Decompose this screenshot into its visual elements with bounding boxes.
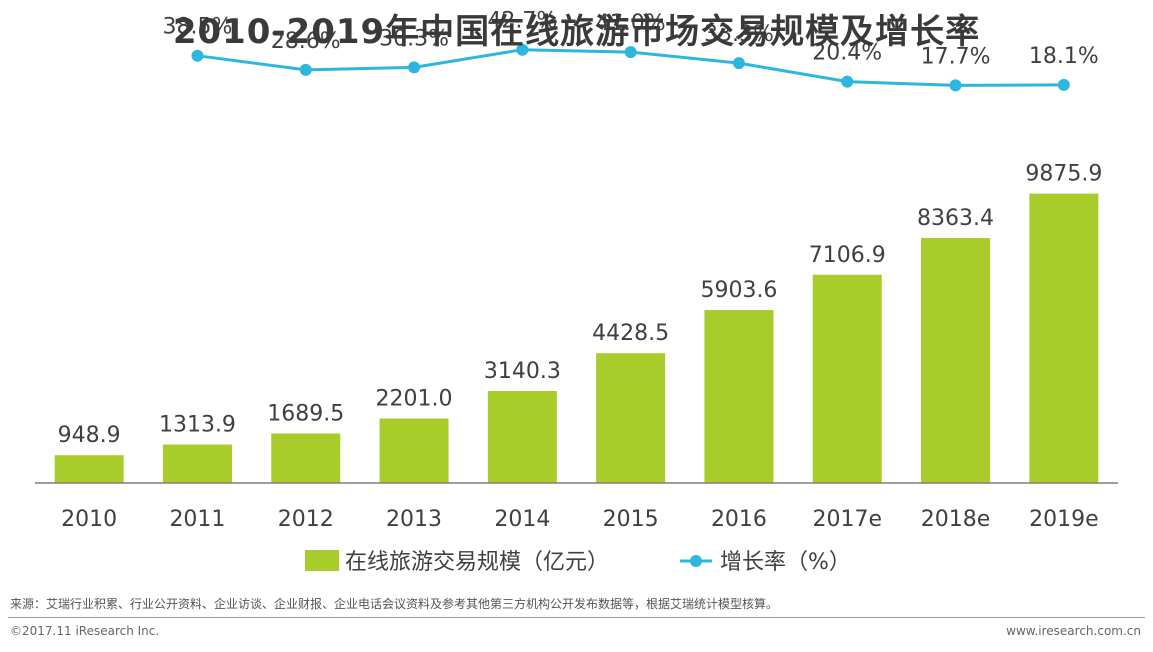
growth-label-2019e: 18.1% <box>1029 44 1099 69</box>
growth-label-2011: 38.5% <box>163 15 233 40</box>
chart-title: 2010-2019年中国在线旅游市场交易规模及增长率 <box>172 12 981 52</box>
growth-label-2015: 41.0% <box>596 11 666 36</box>
copyright: ©2017.11 iResearch Inc. <box>10 624 160 638</box>
bar-label-2019e: 9875.9 <box>1025 162 1102 187</box>
growth-point-2017e <box>841 75 854 88</box>
bar-2013 <box>379 418 449 483</box>
bar-2010 <box>54 455 124 483</box>
growth-label-2012: 28.6% <box>271 29 341 54</box>
footer-divider <box>8 617 1145 618</box>
x-tick-2015: 2015 <box>603 507 659 532</box>
x-tick-2011: 2011 <box>169 507 225 532</box>
bar-label-2014: 3140.3 <box>484 359 561 384</box>
legend-line-label: 增长率（%） <box>720 550 851 575</box>
bar-2014 <box>487 390 557 483</box>
growth-point-2015 <box>624 46 637 59</box>
growth-label-2018e: 17.7% <box>921 44 991 69</box>
bar-2015 <box>596 353 666 483</box>
bar-label-2011: 1313.9 <box>159 413 236 438</box>
growth-point-2014 <box>516 43 529 56</box>
source-note: 来源：艾瑞行业积累、行业公开资料、企业访谈、企业财报、企业电话会议资料及参考其他… <box>10 597 779 611</box>
growth-point-2016 <box>732 57 745 70</box>
x-tick-2019e: 2019e <box>1029 507 1099 532</box>
x-tick-2013: 2013 <box>386 507 442 532</box>
legend-line-marker <box>690 555 702 567</box>
bar-2012 <box>271 433 341 483</box>
x-tick-2012: 2012 <box>278 507 334 532</box>
x-tick-2014: 2014 <box>494 507 550 532</box>
bar-label-2013: 2201.0 <box>376 387 453 412</box>
growth-label-2017e: 20.4% <box>812 41 882 66</box>
bar-2018e <box>921 237 991 483</box>
bar-label-2018e: 8363.4 <box>917 206 994 231</box>
growth-point-2013 <box>408 61 421 74</box>
growth-point-2011 <box>191 49 204 62</box>
growth-point-2019e <box>1057 78 1070 91</box>
x-tick-2016: 2016 <box>711 507 767 532</box>
bar-2019e <box>1029 193 1099 484</box>
x-tick-2010: 2010 <box>61 507 117 532</box>
bar-labels-layer: 948.9 1313.9 1689.5 2201.0 3140.3 4428.5 5903.… <box>58 162 1103 449</box>
growth-label-2013: 30.3% <box>379 26 449 51</box>
growth-points-layer <box>191 43 1070 92</box>
bar-label-2016: 5903.6 <box>700 278 777 303</box>
bar-2011 <box>162 444 232 483</box>
bar-2016 <box>704 310 774 483</box>
growth-labels-layer: 38.5% 28.6% 30.3% 42.7% 41.0% 33.3% 20.4% 17.7%… <box>163 9 1099 70</box>
growth-point-2018e <box>949 79 962 92</box>
bar-label-2010: 948.9 <box>58 423 121 448</box>
growth-label-2016: 33.3% <box>704 22 774 47</box>
bar-label-2017e: 7106.9 <box>809 243 886 268</box>
legend-bar-label: 在线旅游交易规模（亿元） <box>345 550 609 575</box>
legend-bar-swatch <box>305 550 339 571</box>
growth-point-2012 <box>299 63 312 76</box>
x-tick-2018e: 2018e <box>921 507 991 532</box>
x-tick-2017e: 2017e <box>812 507 882 532</box>
legend: 在线旅游交易规模（亿元） 增长率（%） <box>305 550 851 575</box>
bar-label-2015: 4428.5 <box>592 321 669 346</box>
bar-label-2012: 1689.5 <box>267 401 344 426</box>
bars-layer <box>54 193 1099 484</box>
bar-2017e <box>812 274 882 483</box>
growth-label-2014: 42.7% <box>487 9 557 34</box>
x-tick-labels: 2010 2011 2012 2013 2014 2015 2016 2017e 2018e 20… <box>61 507 1098 532</box>
website-link[interactable]: www.iresearch.com.cn <box>1006 624 1141 638</box>
